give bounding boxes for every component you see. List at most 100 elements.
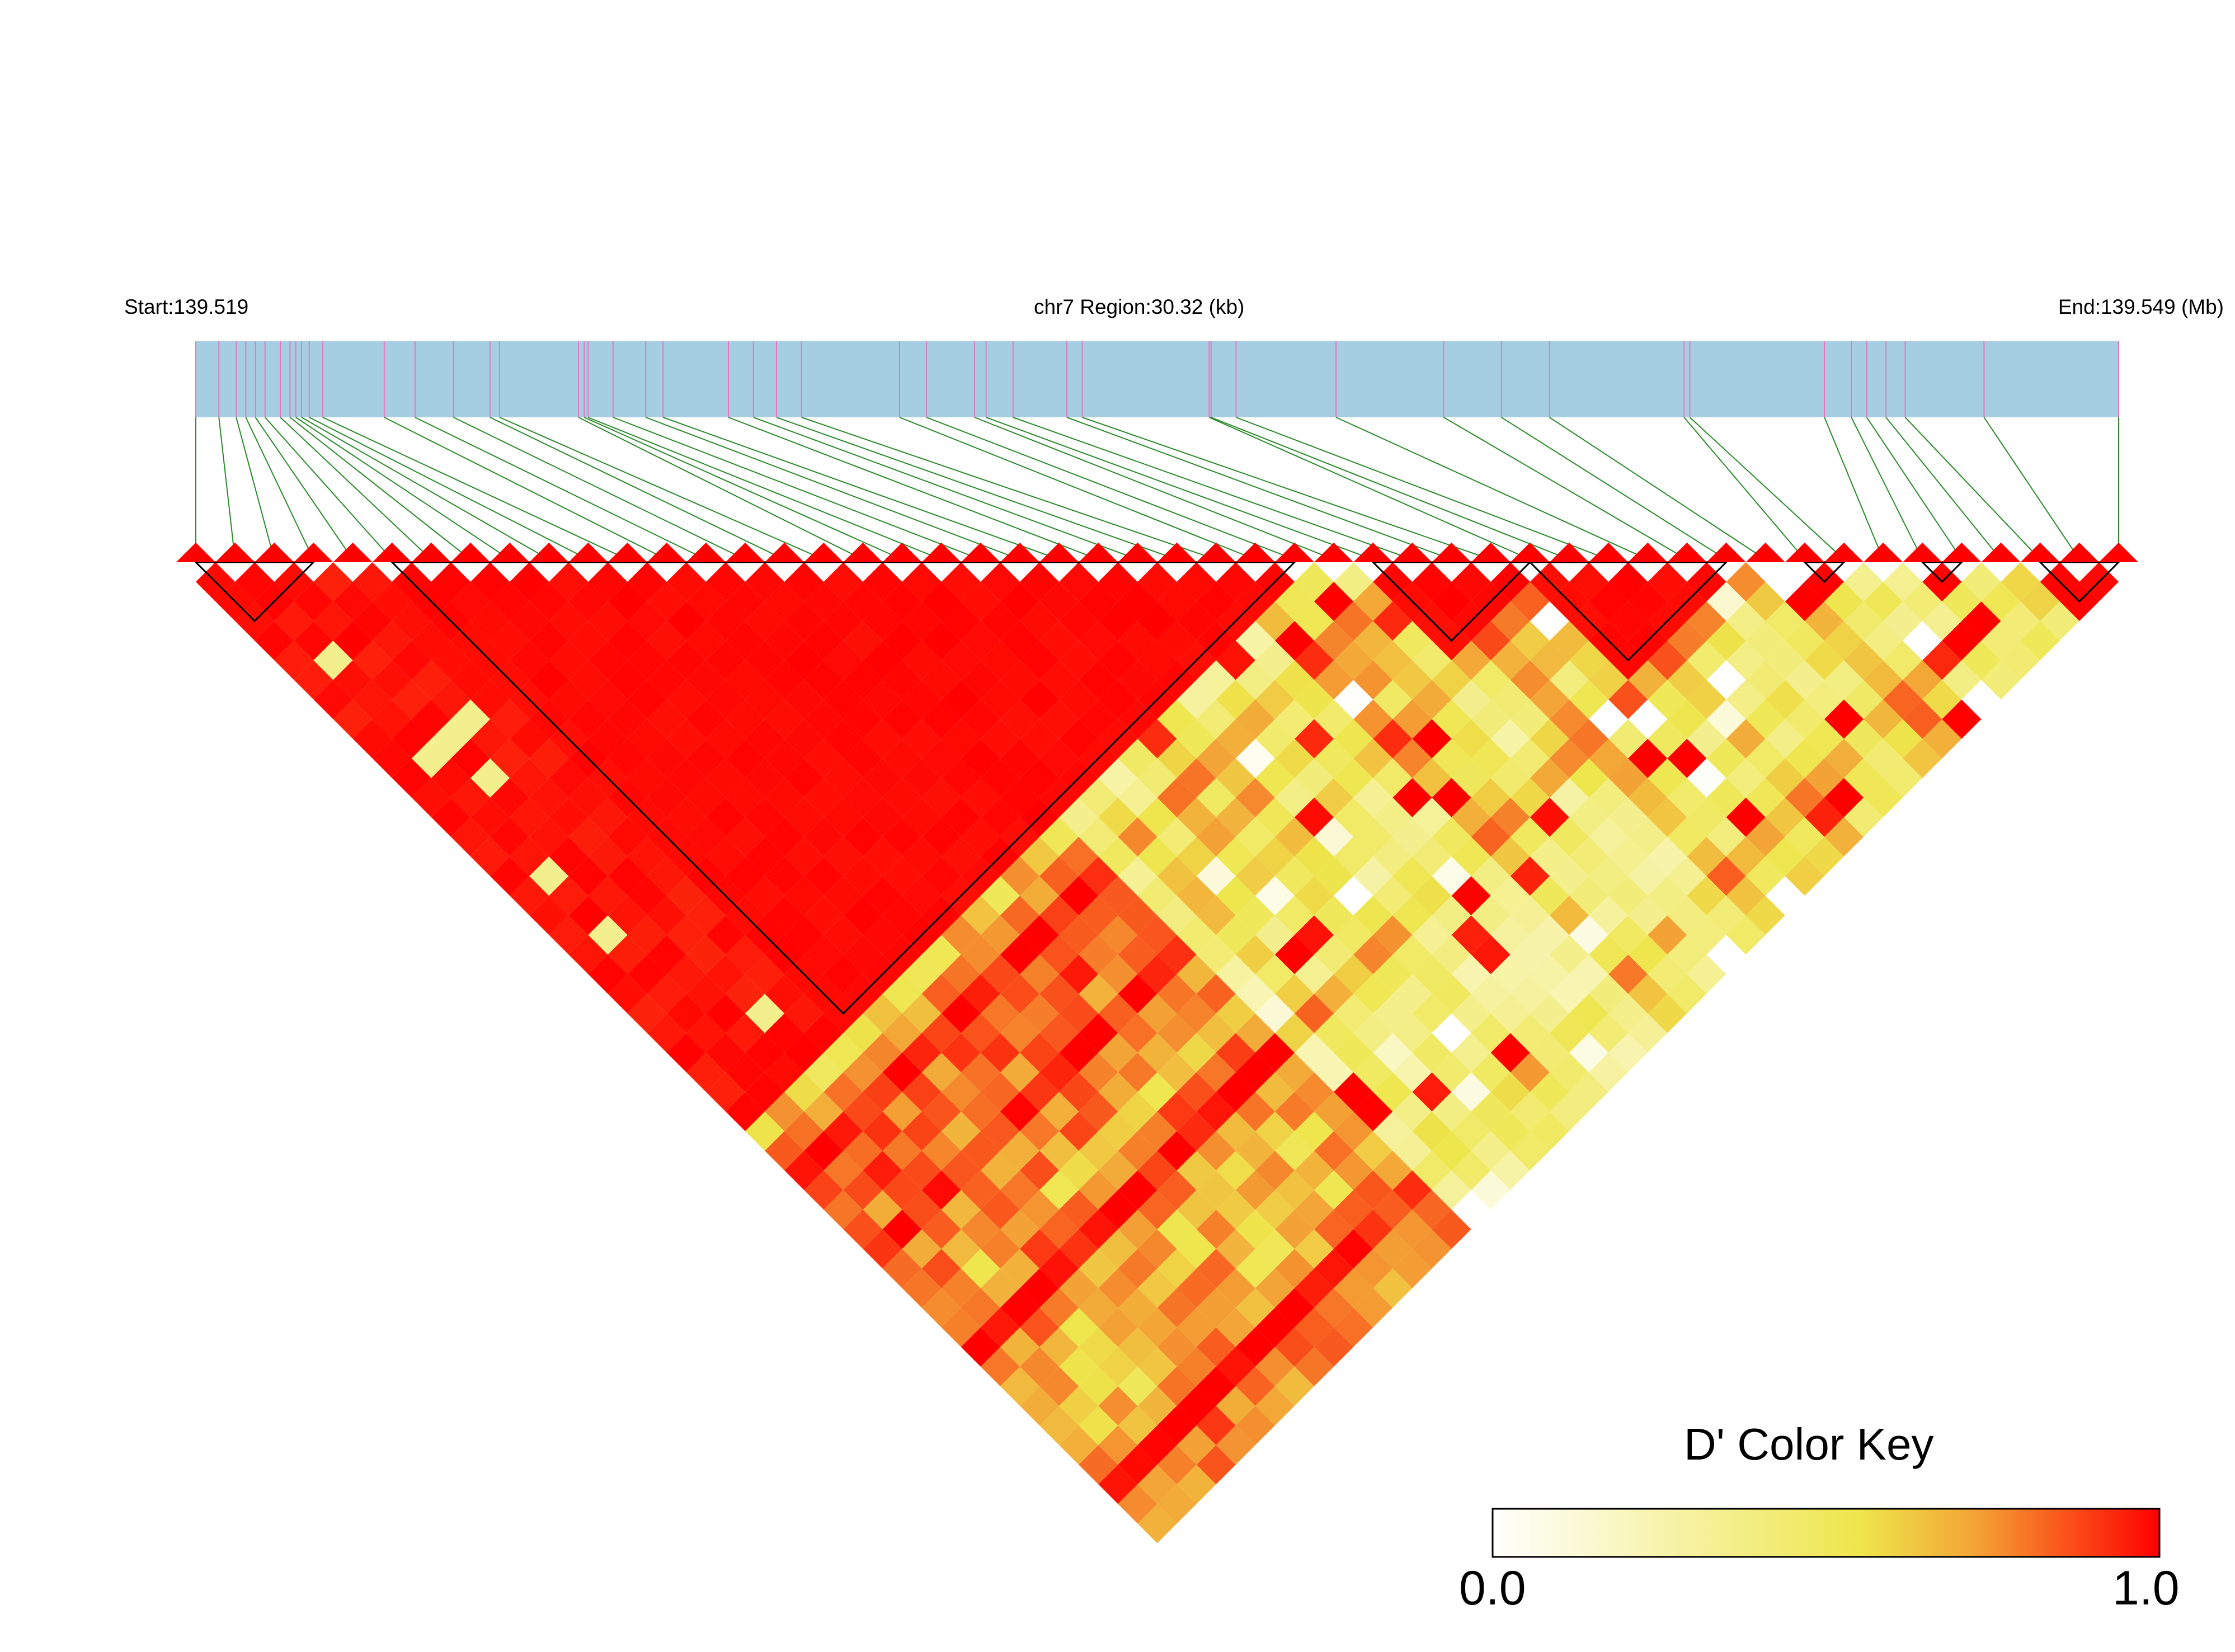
ld-cell xyxy=(725,935,765,975)
ld-cell xyxy=(1785,738,1824,778)
ld-cell xyxy=(1157,935,1197,975)
ld-cell xyxy=(1235,817,1275,856)
ld-cell xyxy=(1039,621,1079,661)
ld-cell xyxy=(1883,562,1923,602)
ld-cell xyxy=(1177,1111,1216,1151)
ld-cell xyxy=(1098,1190,1138,1230)
ld-cell xyxy=(1157,1013,1197,1053)
ld-cell xyxy=(1098,1229,1138,1269)
ld-cell xyxy=(1255,1151,1295,1190)
ld-cell xyxy=(1432,974,1471,1014)
ld-cell xyxy=(1295,601,1334,641)
ld-cell xyxy=(1864,582,1903,622)
snp-connector-lines xyxy=(195,417,2119,560)
ld-cell xyxy=(705,680,745,719)
ld-cell xyxy=(1274,660,1315,700)
ld-cell xyxy=(1353,935,1393,975)
ld-cell xyxy=(1295,680,1334,719)
ld-cell xyxy=(1177,1425,1216,1465)
ld-cell xyxy=(1373,836,1413,877)
ld-cell xyxy=(235,562,275,602)
ld-cell xyxy=(784,797,824,837)
ld-cell xyxy=(804,1170,844,1210)
ld-cell xyxy=(588,876,628,916)
ld-cell xyxy=(1020,1268,1060,1308)
ld-cell xyxy=(1804,680,1844,719)
ld-cell xyxy=(980,994,1020,1033)
snp-marker xyxy=(686,542,726,562)
ld-cell xyxy=(1098,1465,1138,1504)
ld-cell xyxy=(1569,836,1609,877)
snp-marker xyxy=(1432,542,1471,562)
ld-cell xyxy=(1844,719,1884,759)
ld-cell xyxy=(1785,817,1824,856)
ld-cell xyxy=(1196,974,1236,1014)
ld-cell xyxy=(941,758,981,798)
ld-cell xyxy=(627,836,667,877)
ld-cell xyxy=(1295,562,1334,602)
ld-cell xyxy=(1079,1327,1118,1367)
ld-cell xyxy=(549,562,589,602)
ld-cell xyxy=(1667,778,1707,817)
ld-cell xyxy=(1667,699,1707,739)
ld-cell xyxy=(921,974,961,1014)
ld-cell xyxy=(1314,1327,1354,1367)
ld-cell xyxy=(1549,1091,1589,1131)
genomic-region-track xyxy=(196,341,2119,417)
ld-cell xyxy=(647,738,686,778)
ld-cell xyxy=(1334,1307,1373,1347)
ld-cell xyxy=(1589,856,1629,896)
ld-cell xyxy=(1000,935,1040,975)
ld-cell xyxy=(1392,621,1432,661)
ld-cell xyxy=(1235,1013,1275,1053)
ld-cell xyxy=(1255,1268,1295,1308)
ld-cell xyxy=(1255,797,1295,837)
snp-marker xyxy=(1785,542,1824,562)
ld-cell xyxy=(1961,601,2001,641)
ld-cell xyxy=(1628,738,1668,778)
ld-cell xyxy=(843,1209,883,1249)
ld-cell xyxy=(1589,699,1629,739)
ld-cell xyxy=(1745,699,1785,739)
ld-cell xyxy=(588,562,628,602)
ld-cell xyxy=(1157,974,1197,1014)
ld-cell xyxy=(1412,758,1452,798)
ld-cell xyxy=(1314,778,1354,817)
ld-cell xyxy=(1530,994,1569,1033)
ld-cell xyxy=(863,876,902,916)
ld-cell xyxy=(1490,1033,1530,1072)
ld-cell xyxy=(666,797,706,837)
ld-cell xyxy=(470,758,510,798)
ld-cell xyxy=(1804,601,1844,641)
ld-cell xyxy=(921,738,961,778)
ld-cell xyxy=(902,758,942,798)
ld-cell xyxy=(1510,1131,1550,1171)
ld-cell xyxy=(1726,797,1766,837)
snp-marker xyxy=(608,542,647,562)
ld-cell xyxy=(666,562,706,602)
ld-cell xyxy=(627,758,667,798)
ld-cell xyxy=(1922,719,1962,759)
ld-cell xyxy=(1667,935,1707,975)
snp-connector xyxy=(662,417,1060,560)
ld-cell xyxy=(1098,758,1138,798)
ld-cell xyxy=(1274,778,1315,817)
ld-cell xyxy=(1216,1307,1255,1347)
ld-cell xyxy=(2001,562,2040,602)
ld-cell xyxy=(1274,1366,1315,1406)
snp-connector xyxy=(1689,417,1845,560)
ld-cell xyxy=(392,601,431,641)
snp-marker xyxy=(2020,542,2060,562)
ld-cell xyxy=(1353,1209,1393,1249)
ld-cell xyxy=(1274,738,1315,778)
ld-cell xyxy=(1314,582,1354,622)
region-label: chr7 Region:30.32 (kb) xyxy=(1034,295,1245,318)
ld-cell xyxy=(1353,621,1393,661)
ld-cell xyxy=(1745,582,1785,622)
ld-cell xyxy=(1490,719,1530,759)
ld-cell xyxy=(1648,562,1687,602)
ld-cell xyxy=(1314,1091,1354,1131)
ld-cell xyxy=(1765,836,1805,877)
snp-marker xyxy=(215,542,255,562)
ld-cell xyxy=(529,817,569,856)
